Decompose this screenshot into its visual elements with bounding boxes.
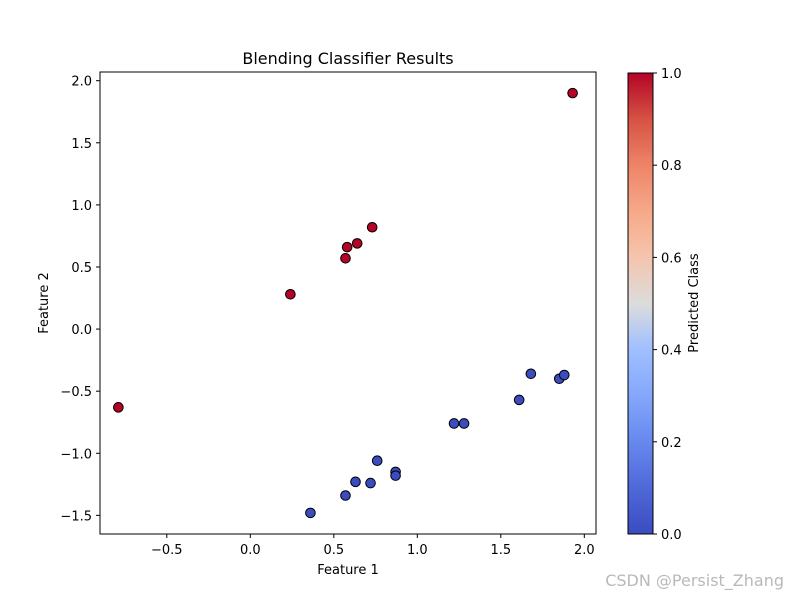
data-point-class-1 (285, 289, 296, 300)
data-point-class-0 (558, 369, 570, 381)
data-point-class-0 (371, 455, 383, 467)
y-axis-label: Feature 2 (37, 272, 52, 334)
colorbar-label: Predicted Class (687, 253, 702, 353)
colorbar-ticks: 0.0 0.2 0.4 0.6 0.8 1.0 (653, 67, 682, 543)
y-tick-label: 0.5 (71, 261, 92, 276)
plot-frame (99, 71, 597, 535)
chart-title: Blending Classifier Results (242, 49, 453, 68)
plot-area (100, 72, 596, 534)
data-point-class-0 (305, 507, 316, 519)
colorbar-tick-label: 0.2 (661, 436, 682, 451)
x-tick-label: 1.0 (407, 543, 428, 558)
data-point-class-0 (390, 470, 401, 481)
colorbar-tick-label: 0.6 (661, 251, 682, 266)
data-point-class-0 (448, 418, 460, 429)
x-tick-label: 0.5 (323, 543, 344, 558)
data-point-class-0 (340, 490, 351, 501)
data-point-class-1 (366, 221, 378, 233)
colorbar-tick-label: 0.4 (661, 344, 682, 359)
data-points (113, 87, 578, 519)
data-point-class-1 (113, 402, 124, 413)
data-point-class-1 (340, 252, 351, 264)
data-point-class-1 (341, 241, 353, 253)
data-point-class-0 (513, 394, 525, 406)
colorbar-tick-label: 0.0 (661, 528, 682, 543)
x-tick-label: 0.0 (240, 543, 261, 558)
y-tick-label: 1.0 (71, 199, 92, 214)
y-tick-label: 0.0 (71, 323, 92, 338)
x-axis-label: Feature 1 (317, 563, 379, 578)
y-tick-label: −1.0 (60, 447, 92, 462)
colorbar (627, 72, 654, 535)
data-point-class-1 (567, 87, 578, 99)
y-tick-label: 1.5 (71, 137, 92, 152)
colorbar-tick-label: 0.8 (661, 159, 682, 174)
x-tick-label: 1.5 (490, 543, 511, 558)
colorbar-tick-label: 1.0 (661, 67, 682, 82)
data-point-class-0 (525, 368, 537, 380)
y-axis-ticks: −1.5 −1.0 −0.5 0.0 0.5 1.0 1.5 2.0 (60, 75, 100, 524)
data-point-class-1 (351, 238, 363, 249)
x-tick-label: 2.0 (574, 543, 595, 558)
data-point-class-0 (365, 477, 376, 489)
x-axis-ticks: −0.5 0.0 0.5 1.0 1.5 2.0 (151, 534, 595, 558)
y-tick-label: −1.5 (60, 509, 92, 524)
y-tick-label: 2.0 (71, 75, 92, 90)
watermark-text: CSDN @Persist_Zhang (605, 571, 784, 591)
data-point-class-0 (350, 476, 361, 488)
y-tick-label: −0.5 (60, 385, 92, 400)
data-point-class-0 (458, 418, 470, 429)
x-tick-label: −0.5 (151, 543, 183, 558)
